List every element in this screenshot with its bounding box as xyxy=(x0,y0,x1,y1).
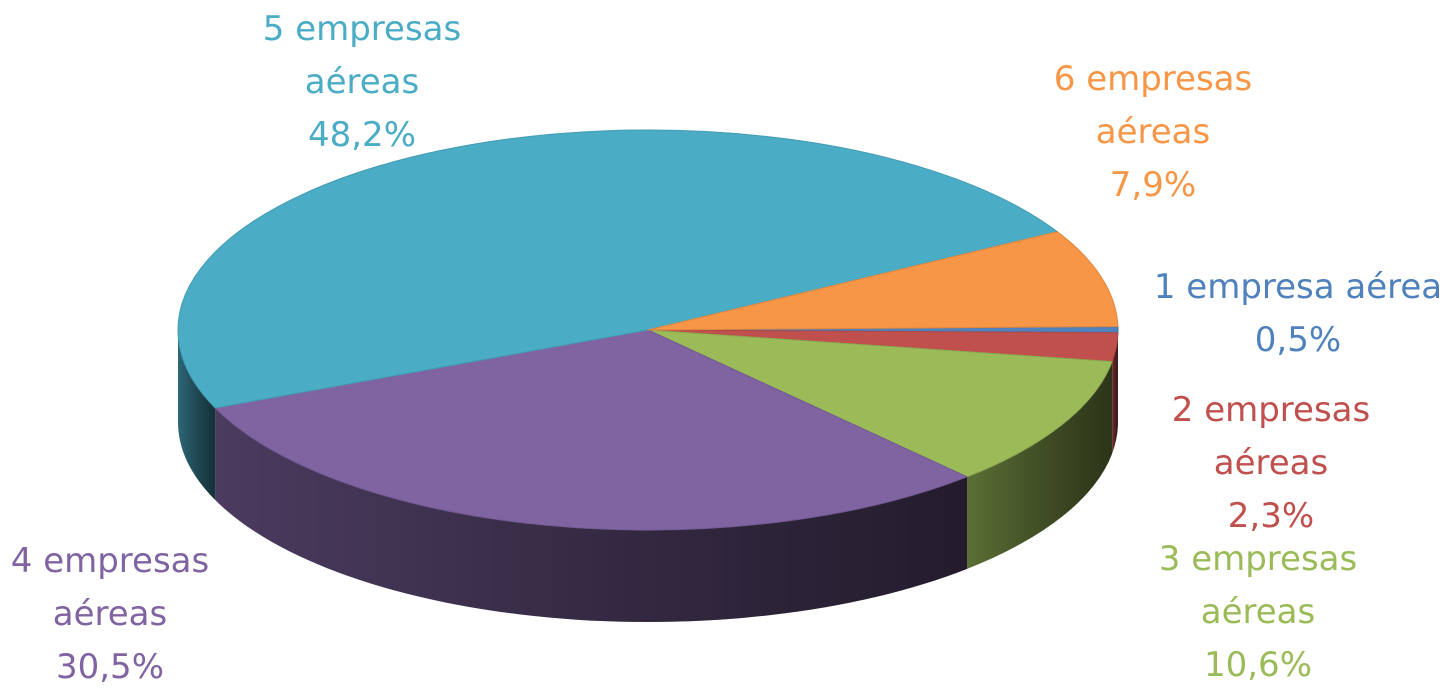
data-label-line: aéreas xyxy=(1214,443,1328,483)
data-label-1-empresa-a-rea: 1 empresa aérea 0,5% xyxy=(1154,267,1442,360)
data-label-line: 3 empresas xyxy=(1159,539,1357,579)
data-label-line: 10,6% xyxy=(1204,645,1312,685)
data-label-5-empresas: 5 empresas aéreas 48,2% xyxy=(263,9,461,155)
pie-side-shading xyxy=(1112,332,1118,454)
pie-side-walls xyxy=(178,330,1118,622)
data-label-line: aéreas xyxy=(1096,112,1210,152)
pie-slice-5-empresas-a-reas-48-2 xyxy=(177,129,1059,409)
data-label-line: aéreas xyxy=(1201,592,1315,632)
data-label-line: 2,3% xyxy=(1228,496,1314,536)
data-label-line: 0,5% xyxy=(1255,320,1341,360)
data-label-line: aéreas xyxy=(305,62,419,102)
data-label-line: 2 empresas xyxy=(1172,390,1370,430)
pie-labels: 1 empresa aérea 0,5%2 empresas aéreas 2,3%3… xyxy=(11,9,1442,687)
data-label-line: 6 empresas xyxy=(1054,59,1252,99)
data-label-6-empresas: 6 empresas aéreas 7,9% xyxy=(1054,59,1252,205)
data-label-line: 7,9% xyxy=(1110,165,1196,205)
pie-side-shading xyxy=(178,330,216,501)
data-label-line: 48,2% xyxy=(308,115,416,155)
pie-side-shading xyxy=(215,408,968,622)
pie-top-faces xyxy=(177,129,1119,531)
data-label-line: 1 empresa aérea xyxy=(1154,267,1442,307)
data-label-4-empresas: 4 empresas aéreas 30,5% xyxy=(11,541,209,687)
data-label-line: aéreas xyxy=(53,594,167,634)
pie-slice-3-empresas-a-reas-10-6 xyxy=(647,329,1113,478)
pie-slice-4-empresas-a-reas-30-5 xyxy=(214,329,969,531)
data-label-3-empresas: 3 empresas aéreas 10,6% xyxy=(1159,539,1357,685)
pie-slice-6-empresas-a-reas-7-9 xyxy=(647,231,1119,331)
data-label-line: 5 empresas xyxy=(263,9,461,49)
data-label-line: 30,5% xyxy=(56,647,164,687)
data-label-line: 4 empresas xyxy=(11,541,209,581)
data-label-2-empresas: 2 empresas aéreas 2,3% xyxy=(1172,390,1370,536)
